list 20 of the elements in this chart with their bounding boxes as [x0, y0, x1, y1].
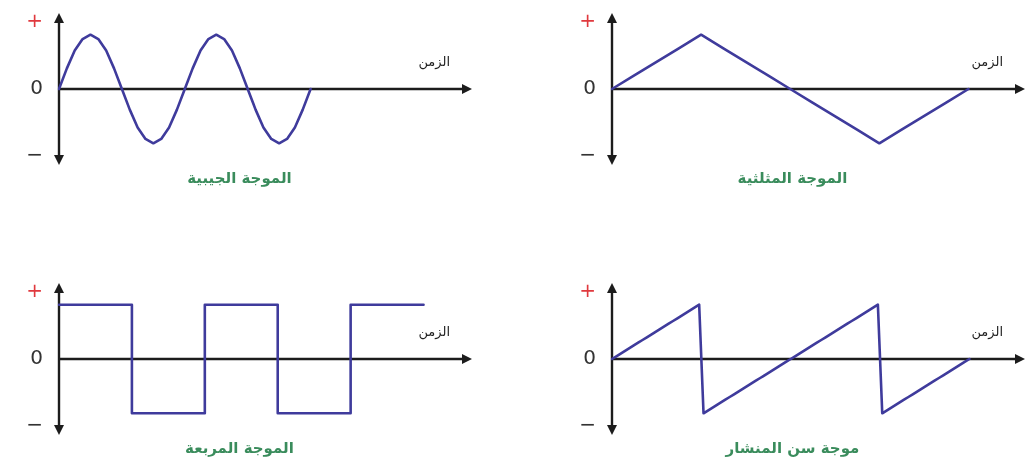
x-axis-title: الزمن: [418, 324, 450, 341]
text: +: [579, 278, 596, 303]
text: موجة سن المنشار: [724, 438, 860, 457]
text: الموجة المثلثية: [737, 168, 848, 187]
text: −: [26, 142, 43, 167]
x-axis-title: الزمن: [418, 54, 450, 71]
text: +: [26, 278, 43, 303]
x-axis-title: الزمن: [971, 324, 1003, 341]
text: 0: [583, 75, 596, 100]
text: 0: [30, 345, 43, 370]
x-axis-title: الزمن: [971, 54, 1003, 71]
text: +: [579, 8, 596, 33]
text: 0: [583, 345, 596, 370]
text: +: [26, 8, 43, 33]
text: الموجة المربعة: [185, 438, 294, 457]
text: 0: [30, 75, 43, 100]
text: −: [579, 412, 596, 437]
text: −: [26, 412, 43, 437]
text: الموجة الجيبية: [187, 168, 292, 187]
text: −: [579, 142, 596, 167]
